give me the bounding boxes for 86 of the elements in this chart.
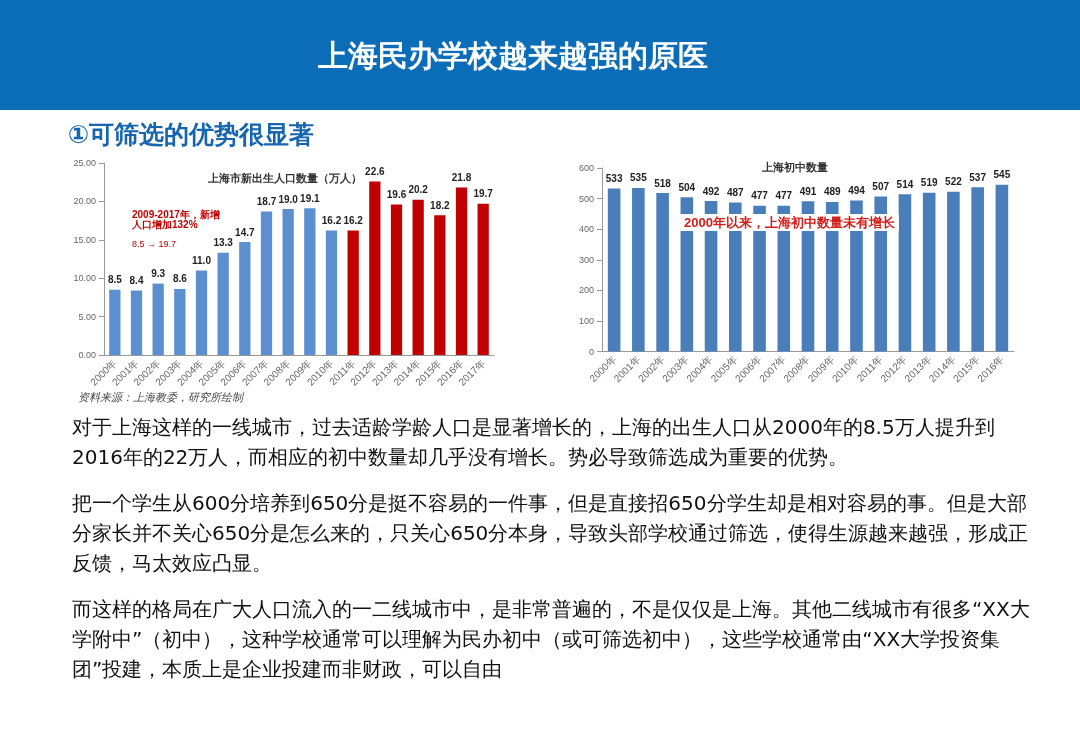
bar <box>152 283 164 355</box>
text: ①可筛选的优势很显著 <box>68 119 315 151</box>
bar <box>477 203 489 355</box>
data-label: 522 <box>945 176 963 188</box>
annotation: 2009-2017年，新增人口增加132% <box>131 208 220 230</box>
text: 上海民办学校越来越强的原医 <box>318 37 708 75</box>
y-tick-label: 200 <box>578 285 594 296</box>
bar <box>369 181 381 355</box>
bar <box>455 187 468 355</box>
data-label: 507 <box>872 180 890 192</box>
text: 对于上海这样的一线城市，过去适龄学龄人口是显著增长的，上海的出生人口从2000年的8.5万人提升到2016年的22万人，而相应的初中数量却几乎没有增长。势必导致筛选成为重要的优势。 <box>72 414 996 471</box>
bar <box>971 187 984 352</box>
data-label: 19.1 <box>300 192 320 204</box>
data-label: 16.2 <box>343 215 364 227</box>
data-label: 20.2 <box>408 184 429 196</box>
bar <box>607 188 621 352</box>
annotation: 8.5 → 19.7 <box>132 238 177 249</box>
data-label: 16.2 <box>321 215 342 227</box>
data-label: 537 <box>969 171 987 183</box>
y-tick-label: 0 <box>588 346 594 357</box>
y-tick-label: 100 <box>578 315 594 326</box>
data-label: 535 <box>630 172 648 184</box>
bar <box>347 230 359 355</box>
y-tick-label: 20.00 <box>73 196 96 207</box>
y-tick-label: 0.00 <box>78 350 96 360</box>
data-label: 489 <box>823 186 842 198</box>
data-label: 8.5 <box>107 274 123 286</box>
bar <box>898 194 912 352</box>
data-label: 491 <box>799 185 817 197</box>
data-label: 533 <box>605 173 623 184</box>
y-tick-label: 600 <box>578 163 594 173</box>
bar <box>995 184 1009 352</box>
y-tick-label: 500 <box>578 193 594 204</box>
data-label: 477 <box>775 190 793 202</box>
chart-title: 上海初中数量 <box>761 160 828 173</box>
data-label: 21.8 <box>451 172 472 184</box>
annotation: 2000年以来，上海初中数量未有增长 <box>684 215 896 230</box>
data-label: 504 <box>678 181 696 193</box>
data-label: 19.0 <box>278 193 299 205</box>
data-label: 19.6 <box>386 188 407 200</box>
data-label: 13.3 <box>213 237 234 249</box>
bar <box>656 193 669 352</box>
data-label: 514 <box>896 178 914 190</box>
bar <box>325 230 338 355</box>
data-label: 8.4 <box>129 274 144 286</box>
data-label: 492 <box>702 185 720 197</box>
data-label: 477 <box>751 190 769 202</box>
bar <box>195 270 208 355</box>
bar <box>282 209 294 355</box>
bar <box>922 192 936 352</box>
data-label: 518 <box>654 177 672 189</box>
bar <box>434 215 446 355</box>
bar <box>239 242 251 355</box>
bar <box>304 208 316 355</box>
bar <box>390 204 403 355</box>
y-tick-label: 300 <box>578 254 594 265</box>
bar <box>217 252 229 355</box>
text: 而这样的格局在广大人口流入的一二线城市中，是非常普遍的，不是仅仅是上海。其他二线城市有很多“XX大学附中”（初中），这种学校通常可以理解为民办初中（或可筛选初中），这些学校通常由“XX大学投资集团”投建，本质上是企业投建而非财政，可以自由 <box>72 596 1031 683</box>
data-label: 494 <box>848 184 866 196</box>
bar <box>130 290 143 355</box>
data-label: 18.7 <box>256 195 277 207</box>
y-tick-label: 15.00 <box>73 234 96 245</box>
y-tick-label: 400 <box>578 224 594 235</box>
data-label: 487 <box>726 187 745 199</box>
data-label: 11.0 <box>192 255 212 267</box>
y-tick-label: 25.00 <box>73 158 96 168</box>
bar <box>109 289 121 355</box>
data-label: 545 <box>993 169 1011 181</box>
bar <box>174 288 186 355</box>
bar <box>777 205 791 352</box>
y-tick-label: 5.00 <box>78 311 96 322</box>
bar <box>412 199 424 355</box>
bar <box>947 191 960 352</box>
data-label: 19.7 <box>473 188 494 200</box>
text: 上海市新出生人口数量（万人） <box>207 171 362 185</box>
text: 资料来源：上海教委，研究所绘制 <box>78 390 245 403</box>
text: 把一个学生从600分培养到650分是挺不容易的一件事，但是直接招650分学生却是相对容易的事。但是大部分家长并不关心650分是怎么来的，只关心650分本身，导致头部学校通过筛选，使得生源越来越强，形成正反馈，马太效应凸显。 <box>72 490 1030 577</box>
bar <box>632 187 645 352</box>
data-label: 14.7 <box>235 226 255 238</box>
y-tick-label: 10.00 <box>73 273 96 284</box>
data-label: 22.6 <box>365 165 385 177</box>
data-label: 519 <box>920 177 938 189</box>
data-label: 8.6 <box>172 273 188 285</box>
bar <box>260 211 273 355</box>
data-label: 18.2 <box>430 199 450 211</box>
data-label: 9.3 <box>151 268 166 280</box>
